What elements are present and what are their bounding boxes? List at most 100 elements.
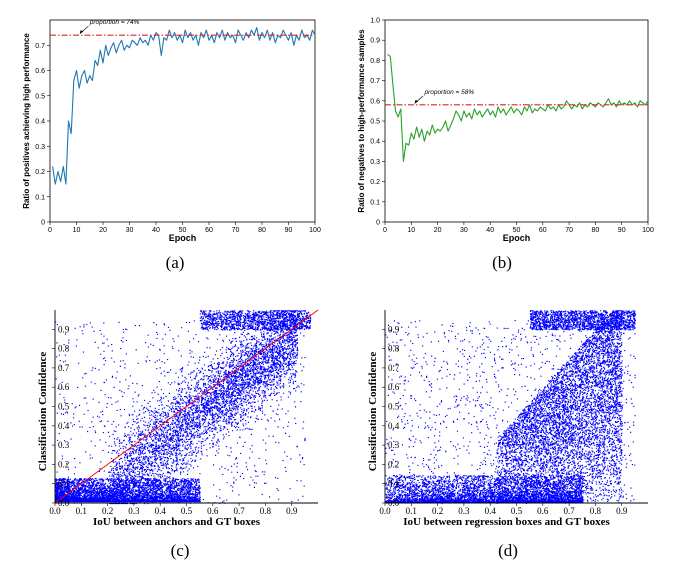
y-tick-label: 1.0 [370, 18, 380, 25]
x-tick-label: 50 [513, 227, 521, 234]
x-tick-label: 0.5 [511, 506, 523, 516]
y-tick-label: 0.1 [370, 199, 380, 206]
y-tick-label: 0.7 [58, 363, 70, 373]
annotation-arrow-head [414, 99, 419, 104]
y-axis-label: Ratio of positives achieving high perfor… [22, 33, 31, 209]
y-tick-label: 0.5 [58, 402, 70, 412]
y-tick-label: 0.0 [58, 498, 70, 508]
y-tick-label: 0.8 [388, 344, 400, 354]
x-tick-label: 0 [48, 227, 52, 234]
x-tick-label: 40 [152, 227, 160, 234]
x-axis-label: IoU between regression boxes and GT boxe… [403, 516, 610, 528]
x-tick-label: 20 [434, 227, 442, 234]
proportion-annotation: proportion = 74% [89, 19, 140, 26]
y-tick-label: 0.7 [370, 78, 380, 85]
y-axis-label: Classification Confidence [367, 352, 379, 472]
x-tick-label: 0.1 [406, 506, 417, 516]
x-tick-label: 90 [618, 227, 626, 234]
x-tick-label: 80 [592, 227, 600, 234]
y-tick-label: 0.6 [370, 98, 380, 105]
x-tick-label: 70 [232, 227, 240, 234]
y-tick-label: 0.4 [58, 421, 70, 431]
x-tick-label: 0.4 [155, 506, 167, 516]
x-tick-label: 70 [565, 227, 573, 234]
x-tick-label: 0.0 [379, 506, 391, 516]
x-tick-label: 100 [642, 227, 654, 234]
x-tick-label: 0 [383, 227, 387, 234]
x-tick-label: 0.2 [102, 506, 113, 516]
annotation-arrow-head [79, 30, 84, 35]
y-tick-label: 0 [376, 220, 380, 227]
x-tick-label: 20 [99, 227, 107, 234]
y-tick-label: 0.6 [388, 382, 400, 392]
x-tick-label: 0.7 [233, 506, 245, 516]
y-tick-label: 0.5 [35, 93, 45, 100]
x-tick-label: 0.9 [616, 506, 628, 516]
y-tick-label: 0.3 [370, 159, 380, 166]
panel-a-line-chart: (a) 0 10 20 30 40 50 60 70 80 90 100 0 0.1 0.2 0.3 0.4 0… [22, 19, 321, 272]
y-tick-label: 0.5 [370, 119, 380, 126]
x-tick-label: 0.3 [458, 506, 470, 516]
plot-frame [49, 19, 316, 223]
x-tick-label: 100 [309, 227, 321, 234]
x-tick-label: 0.4 [485, 506, 497, 516]
x-tick-label: 60 [539, 227, 547, 234]
y-tick-label: 0.3 [58, 440, 70, 450]
y-tick-label: 0.7 [388, 363, 400, 373]
y-tick-label: 0.2 [58, 459, 69, 469]
x-tick-label: 0.3 [128, 506, 140, 516]
x-tick-label: 0.6 [537, 506, 549, 516]
x-tick-label: 0.7 [563, 506, 575, 516]
x-axis-label: Epoch [503, 233, 531, 243]
panel-b-caption: (b) [492, 253, 512, 272]
panel-c-caption: (c) [171, 541, 190, 560]
series-line-ratio [387, 53, 649, 162]
identity-reference-line [54, 309, 319, 504]
y-tick-label: 0.9 [58, 324, 70, 334]
y-tick-label: 0.4 [370, 139, 380, 146]
panel-b-line-chart: (b) 0 10 20 30 40 50 60 70 80 90 100 0 0.1 0.2 0.3 0.4 0… [357, 18, 654, 273]
x-tick-label: 80 [258, 227, 266, 234]
y-tick-label: 0.3 [35, 144, 45, 151]
scatter-points [385, 310, 636, 505]
series-line-ratio [52, 27, 316, 185]
y-tick-label: 0.2 [370, 179, 380, 186]
y-tick-label: 0.8 [58, 344, 70, 354]
x-tick-label: 60 [205, 227, 213, 234]
x-axis-label: Epoch [169, 233, 197, 243]
x-tick-label: 0.8 [260, 506, 272, 516]
y-tick-label: 0.1 [58, 479, 69, 489]
y-tick-label: 0.7 [35, 43, 45, 50]
y-tick-label: 0.9 [388, 324, 400, 334]
y-tick-label: 0.2 [35, 169, 45, 176]
x-tick-label: 10 [407, 227, 415, 234]
panel-c-scatter: (c) 0.0 0.1 0.2 0.3 0.4 0.5 0.6 0.7 0.8 0.9 0.0 0.1… [37, 309, 319, 560]
proportion-annotation: proportion = 58% [423, 89, 474, 96]
y-tick-label: 0.4 [388, 421, 400, 431]
y-tick-label: 0 [41, 220, 45, 227]
x-axis-label: IoU between anchors and GT boxes [93, 516, 261, 528]
y-tick-label: 0.6 [58, 382, 70, 392]
x-tick-label: 0.1 [76, 506, 87, 516]
x-tick-label: 0.8 [590, 506, 602, 516]
y-tick-label: 0.2 [388, 459, 399, 469]
y-tick-label: 0.3 [388, 440, 400, 450]
x-tick-label: 0.5 [181, 506, 193, 516]
y-tick-label: 0.1 [388, 479, 399, 489]
x-tick-label: 50 [179, 227, 187, 234]
y-tick-label: 0.9 [370, 38, 380, 45]
x-tick-label: 0.2 [432, 506, 443, 516]
scatter-points [55, 310, 312, 505]
x-tick-label: 0.6 [207, 506, 219, 516]
x-tick-label: 40 [486, 227, 494, 234]
x-tick-label: 30 [126, 227, 134, 234]
y-tick-label: 0.6 [35, 68, 45, 75]
plot-frame [384, 19, 649, 223]
y-axis-label: Classification Confidence [37, 352, 49, 472]
x-tick-label: 10 [73, 227, 81, 234]
x-tick-label: 30 [460, 227, 468, 234]
x-tick-label: 90 [285, 227, 293, 234]
y-tick-label: 0.0 [388, 498, 400, 508]
y-tick-label: 0.8 [370, 58, 380, 65]
